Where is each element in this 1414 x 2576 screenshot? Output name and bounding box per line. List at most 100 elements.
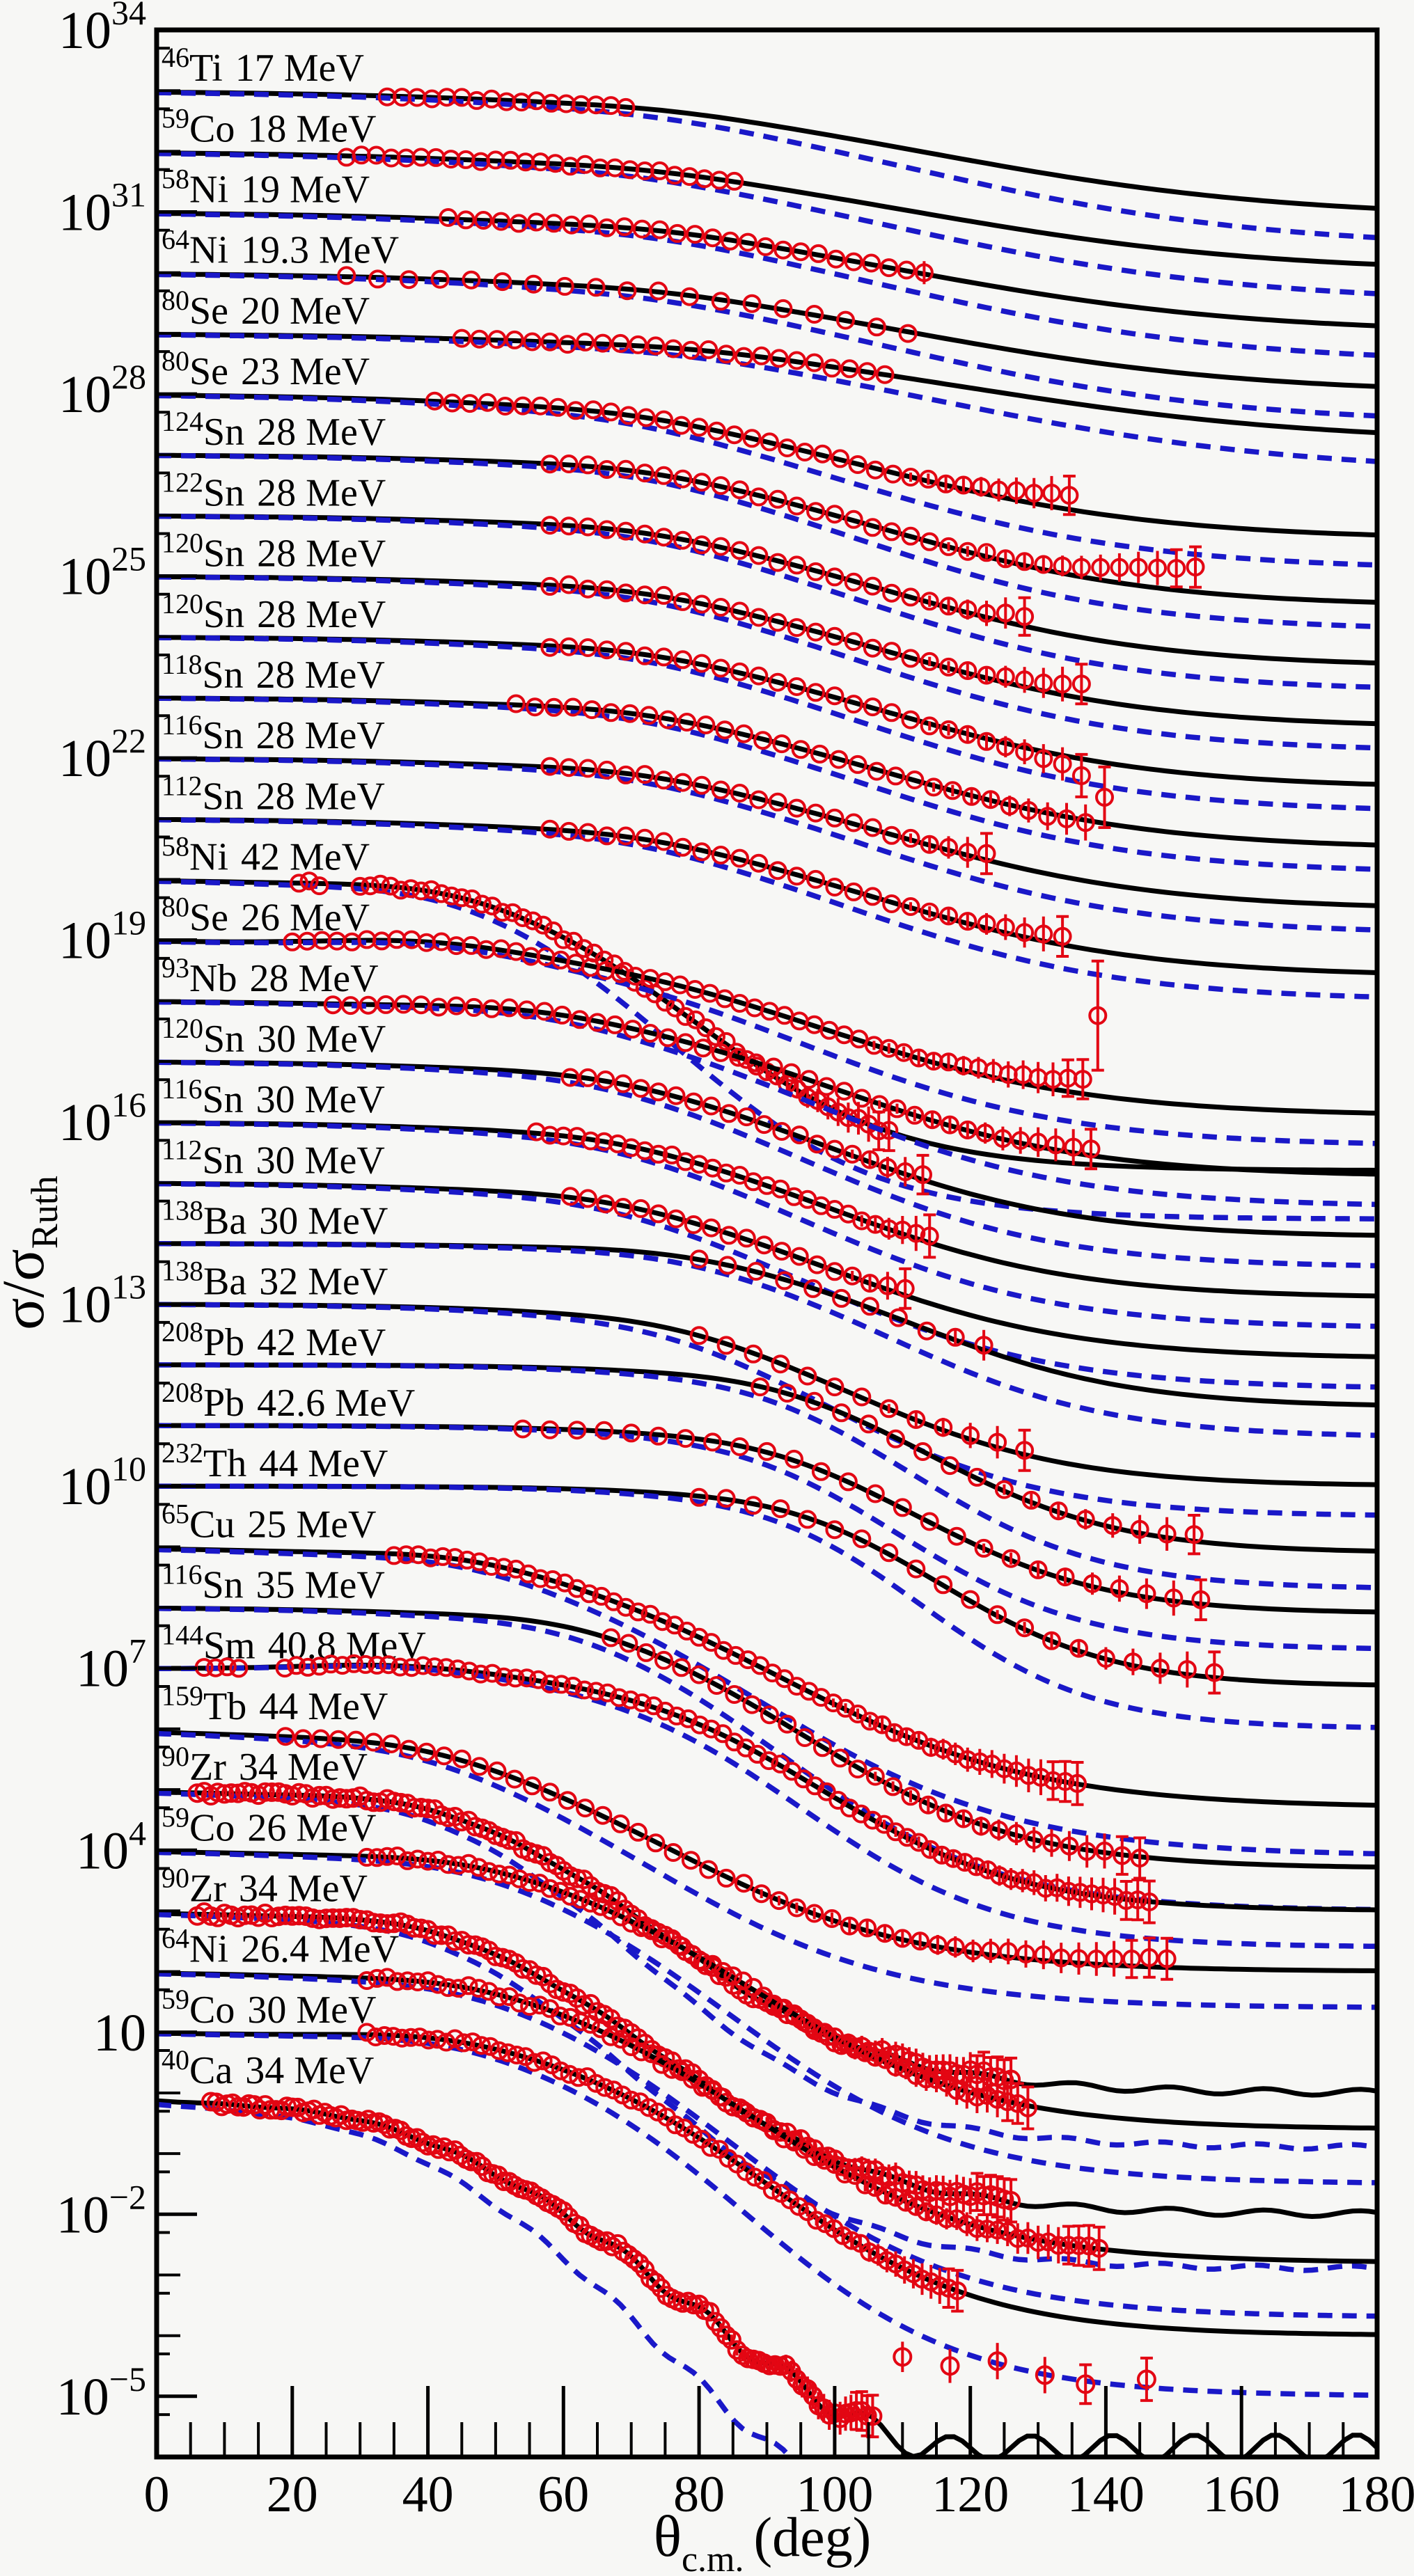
data-point-circle	[790, 1247, 809, 1266]
data-point-circle	[540, 1879, 560, 1898]
data-point-circle	[363, 1913, 384, 1933]
data-point-circle	[391, 1657, 410, 1677]
data-point-circle	[404, 1798, 425, 1818]
data-point-circle	[636, 1643, 656, 1662]
data-point-circle	[920, 592, 939, 611]
data-point-circle	[681, 1851, 700, 1870]
data-point-circle	[746, 1262, 766, 1281]
data-point-circle	[1071, 558, 1091, 577]
data-point-circle	[689, 1487, 709, 1507]
data-point-circle	[567, 1421, 587, 1440]
data-point-circle	[622, 1913, 641, 1933]
data-point-circle	[425, 391, 444, 411]
data-point-circle	[840, 1916, 859, 1936]
data-point-circle	[787, 1677, 806, 1696]
data-point-circle	[913, 1165, 932, 1185]
data-point-circle	[1140, 1893, 1159, 1911]
dashed-model-curve	[157, 271, 1377, 419]
data-point-circle	[693, 1952, 712, 1972]
data-point-circle	[517, 1000, 537, 1020]
data-point-circle	[217, 1657, 237, 1677]
dataset-label: 118Sn 28 MeV	[162, 649, 385, 697]
data-point-circle	[1136, 2369, 1156, 2389]
data-point-circle	[977, 2086, 997, 2105]
data-points	[425, 391, 1079, 516]
data-point-circle	[856, 2043, 875, 2062]
data-point-circle	[676, 1429, 696, 1448]
data-point-circle	[762, 2181, 782, 2200]
data-point-circle	[829, 750, 849, 769]
data-points	[357, 2023, 967, 2313]
data-point-circle	[958, 1750, 977, 1769]
data-point-circle	[411, 1798, 431, 1817]
data-point-circle	[825, 808, 845, 828]
data-point-circle	[812, 444, 832, 464]
data-point-circle	[702, 1096, 721, 1116]
data-point-circle	[895, 1162, 915, 1181]
data-points	[560, 1187, 915, 1310]
data-point-circle	[654, 466, 673, 485]
data-point-circle	[559, 575, 579, 594]
data-point-circle	[692, 842, 712, 862]
data-point-circle	[622, 2037, 641, 2057]
data-point-circle	[920, 1226, 939, 1246]
x-tick-label: 160	[1203, 2466, 1280, 2523]
dashed-model-curve	[157, 1423, 1377, 1652]
data-point-circle	[563, 697, 583, 717]
data-point-circle	[299, 871, 319, 891]
data-point-circle	[840, 359, 859, 379]
data-point-circle	[341, 996, 360, 1016]
data-point-circle	[654, 771, 673, 790]
data-point-circle	[350, 876, 370, 896]
data-point-circle	[815, 2023, 834, 2042]
data-point-circle	[692, 775, 712, 795]
data-point-circle	[597, 460, 617, 479]
data-point-circle	[578, 455, 597, 475]
x-tick-label: 40	[402, 2466, 454, 2523]
data-point-circle	[505, 330, 524, 349]
data-point-circle	[920, 651, 939, 671]
data-point-circle	[523, 332, 542, 351]
dataset-label: 40Ca 34 MeV	[162, 2044, 374, 2092]
data-point-circle	[716, 345, 736, 364]
data-point-circle	[851, 2401, 872, 2421]
data-point-circle	[310, 876, 329, 896]
data-point-circle	[402, 1658, 421, 1677]
data-point-circle	[757, 1176, 776, 1195]
data-point-circle	[462, 270, 481, 290]
data-point-circle	[858, 362, 877, 381]
data-point-circle	[602, 1628, 620, 1647]
data-point-circle	[937, 2209, 957, 2229]
data-point-circle	[862, 253, 881, 273]
data-point-circle	[411, 881, 431, 901]
data-point-circle	[974, 1336, 993, 1355]
data-point-circle	[425, 1925, 445, 1945]
data-point-circle	[996, 549, 1015, 569]
dashed-model-curve	[157, 1302, 1377, 1518]
data-point-circle	[906, 2066, 926, 2085]
data-point-circle	[945, 1937, 965, 1957]
data-point-circle	[635, 765, 654, 784]
data-point-circle	[437, 1658, 456, 1677]
data-point-circle	[1140, 1948, 1159, 1967]
data-point-circle	[559, 821, 579, 841]
data-point-circle	[346, 1730, 366, 1750]
data-point-circle	[826, 249, 846, 269]
data-point-circle	[1024, 1830, 1044, 1849]
data-point-circle	[370, 1913, 391, 1933]
dataset-label: 232Th 44 MeV	[162, 1437, 388, 1485]
data-point-circle	[635, 828, 654, 848]
data-point-circle	[805, 1904, 824, 1923]
data-point-circle	[716, 1489, 736, 1508]
data-point-circle	[721, 2330, 741, 2350]
data-point-circle	[879, 258, 899, 278]
x-axis-title: θc.m. (deg)	[654, 2504, 872, 2576]
data-point-circle	[629, 1602, 647, 1622]
data-point-circle	[489, 1987, 509, 2007]
data-point-circle	[428, 1851, 448, 1870]
data-point-circle	[886, 2188, 905, 2207]
data-point-circle	[808, 1255, 827, 1274]
data-point-circle	[699, 1860, 718, 1879]
data-point-circle	[988, 1432, 1007, 1452]
